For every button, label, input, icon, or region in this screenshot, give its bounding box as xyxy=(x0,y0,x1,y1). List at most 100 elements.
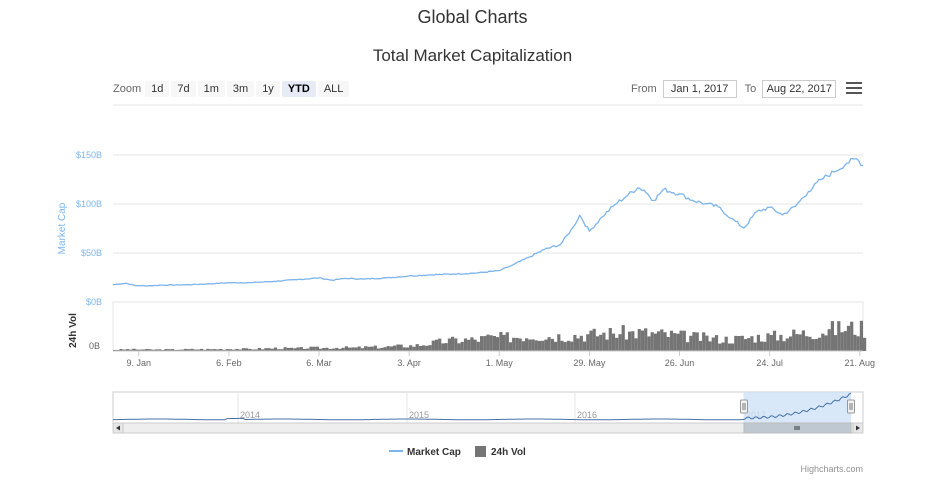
zoom-button-ytd[interactable]: YTD xyxy=(281,81,316,97)
volume-bar xyxy=(772,330,777,351)
scrollbar-right-button[interactable] xyxy=(852,422,864,434)
volume-bar xyxy=(409,345,413,351)
volume-bar xyxy=(415,344,419,351)
volume-bar xyxy=(193,349,197,351)
from-date-input[interactable] xyxy=(662,80,737,98)
volume-bar xyxy=(457,343,461,351)
volume-bar xyxy=(245,348,249,351)
volume-bar xyxy=(830,321,834,351)
volume-bar xyxy=(817,337,822,351)
volume-bar xyxy=(760,341,764,351)
volume-bar xyxy=(335,347,339,351)
navigator-frame xyxy=(112,391,864,424)
volume-bar xyxy=(615,337,619,351)
volume-bar xyxy=(708,341,712,351)
volume-bar xyxy=(611,333,616,351)
legend-market-cap-label: Market Cap xyxy=(407,447,461,458)
zoom-button-1d[interactable]: 1d xyxy=(145,81,170,97)
x-tick-label: 21. Aug xyxy=(845,358,876,368)
volume-bar xyxy=(302,349,307,351)
volume-bar xyxy=(132,348,136,351)
volume-bar xyxy=(212,349,216,351)
scrollbar-track[interactable] xyxy=(112,422,864,434)
volume-bar xyxy=(776,340,780,351)
volume-bar xyxy=(389,346,393,351)
volume-bar xyxy=(129,349,133,351)
volume-bar xyxy=(312,346,316,351)
volume-bar xyxy=(557,334,561,351)
volume-bar xyxy=(180,349,184,351)
zoom-button-3m[interactable]: 3m xyxy=(226,81,255,97)
volume-bar xyxy=(747,338,751,351)
volume-bar xyxy=(254,349,258,351)
volume-bar xyxy=(769,335,773,351)
hamburger-menu-icon[interactable] xyxy=(846,82,862,95)
volume-bar xyxy=(319,348,323,351)
market-cap-axis-title: Market Cap xyxy=(57,202,68,254)
volume-bar xyxy=(763,341,767,351)
volume-bar xyxy=(499,332,503,351)
volume-bar xyxy=(737,336,741,351)
volume-bar xyxy=(354,347,358,351)
volume-bar xyxy=(438,338,442,351)
volume-bar xyxy=(550,338,554,351)
volume-bar xyxy=(328,349,332,351)
volume-bar xyxy=(113,349,117,351)
volume-bar xyxy=(344,346,348,351)
volume-bar xyxy=(714,335,719,351)
y-tick-label: $150B xyxy=(76,150,102,160)
volume-bar xyxy=(782,341,786,351)
volume-bar xyxy=(209,349,213,351)
navigator-right-handle[interactable] xyxy=(847,399,855,414)
volume-bar xyxy=(653,333,657,351)
volume-bar xyxy=(547,337,551,351)
volume-bar xyxy=(496,337,500,351)
zoom-button-7d[interactable]: 7d xyxy=(171,81,196,97)
volume-bar xyxy=(428,345,432,351)
scrollbar-thumb[interactable] xyxy=(743,422,852,434)
highcharts-credits[interactable]: Highcharts.com xyxy=(800,464,863,474)
scrollbar-left-button[interactable] xyxy=(112,422,124,434)
volume-bar xyxy=(821,333,825,351)
zoom-button-1y[interactable]: 1y xyxy=(256,81,280,97)
volume-bar xyxy=(290,347,294,351)
volume-bar xyxy=(280,349,284,351)
volume-bar xyxy=(679,330,683,351)
volume-bar xyxy=(125,349,130,351)
legend-volume-label: 24h Vol xyxy=(491,447,526,458)
volume-bar xyxy=(367,346,371,351)
volume-bar xyxy=(405,347,410,351)
volume-bar xyxy=(698,340,702,351)
zoom-label: Zoom xyxy=(113,83,142,95)
volume-bar xyxy=(689,335,693,351)
volume-bar xyxy=(225,349,229,351)
volume-bar xyxy=(592,328,596,351)
volume-bar xyxy=(766,333,770,351)
volume-bar xyxy=(489,335,493,351)
volume-pane-border xyxy=(112,301,864,352)
page-title: Global Charts xyxy=(417,7,528,27)
volume-bar xyxy=(116,350,120,351)
volume-bar xyxy=(248,348,252,351)
volume-bar xyxy=(145,349,149,351)
volume-bar xyxy=(515,337,519,351)
volume-bar xyxy=(573,335,577,351)
to-date-input[interactable] xyxy=(762,80,837,98)
zoom-button-all[interactable]: ALL xyxy=(317,81,350,97)
volume-bar xyxy=(331,348,336,351)
zoom-button-1m[interactable]: 1m xyxy=(197,81,225,97)
x-tick-label: 3. Apr xyxy=(397,358,421,368)
volume-bar xyxy=(261,349,265,351)
volume-bar xyxy=(640,330,645,351)
navigator-left-handle[interactable] xyxy=(740,399,748,414)
volume-bar xyxy=(235,348,239,351)
volume-bar xyxy=(199,348,204,351)
volume-bar xyxy=(846,325,851,351)
volume-bar xyxy=(666,337,670,351)
volume-bar xyxy=(576,338,580,351)
volume-bar xyxy=(541,340,545,351)
volume-bar xyxy=(170,349,175,351)
volume-bar xyxy=(566,340,571,351)
volume-bar xyxy=(190,348,194,351)
